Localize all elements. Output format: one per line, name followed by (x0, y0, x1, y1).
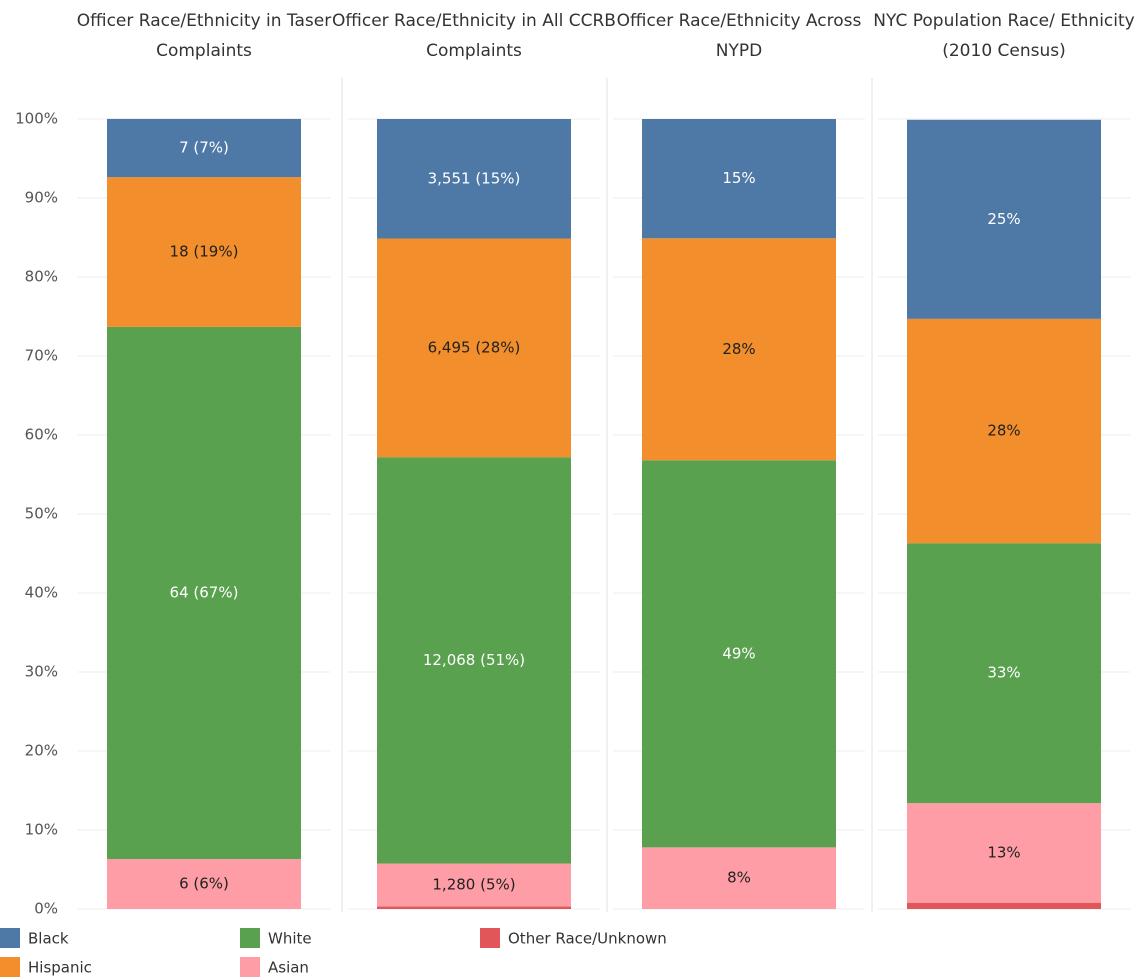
value-label: 12,068 (51%) (423, 651, 525, 669)
legend-swatch (0, 957, 20, 977)
value-label: 8% (727, 869, 751, 887)
bar-segment (642, 460, 836, 848)
value-label: 15% (722, 169, 755, 187)
value-label: 18 (19%) (170, 242, 239, 260)
bar-segment (907, 803, 1101, 903)
value-label: 25% (987, 210, 1020, 228)
y-tick-label: 40% (25, 584, 58, 602)
bar-segment (907, 318, 1101, 544)
value-label: 13% (987, 843, 1020, 861)
y-tick-label: 50% (25, 505, 58, 523)
panel-title: Officer Race/Ethnicity Across NYPD (616, 11, 862, 61)
bar-segment (107, 177, 301, 327)
value-label: 3,551 (15%) (428, 169, 521, 187)
bar-segment (377, 906, 571, 909)
bar-segment (377, 457, 571, 864)
panel-title: Officer Race/Ethnicity in Taser Complain… (76, 11, 332, 61)
legend-swatch (240, 928, 260, 948)
panel-title: NYC Population Race/ Ethnicity (2010 Cen… (873, 11, 1135, 61)
legend-label: Black (28, 930, 69, 948)
bar-segment (907, 543, 1101, 804)
legend-label: White (268, 930, 312, 948)
y-tick-label: 80% (25, 268, 58, 286)
bar-segment (907, 902, 1101, 909)
bar-segment (107, 118, 301, 178)
legend-label: Other Race/Unknown (508, 930, 667, 948)
legend-label: Hispanic (28, 959, 92, 977)
y-tick-label: 90% (25, 189, 58, 207)
y-tick-label: 10% (25, 821, 58, 839)
legend-swatch (240, 957, 260, 977)
y-tick-label: 0% (34, 900, 58, 918)
bar-segment (107, 859, 301, 909)
value-label: 28% (987, 422, 1020, 440)
value-label: 64 (67%) (170, 583, 239, 601)
bar-segment (642, 119, 836, 239)
value-label: 49% (722, 644, 755, 662)
value-label: 28% (722, 340, 755, 358)
value-label: 6,495 (28%) (428, 338, 521, 356)
legend-swatch (480, 928, 500, 948)
bar-segment (377, 863, 571, 907)
bar-segment (642, 238, 836, 461)
bar-segment (642, 847, 836, 909)
value-label: 6 (6%) (179, 875, 229, 893)
y-tick-label: 70% (25, 347, 58, 365)
legend-label: Asian (268, 959, 309, 977)
y-tick-label: 60% (25, 426, 58, 444)
bar-segment (377, 238, 571, 458)
bar-segment (377, 119, 571, 239)
bar-segment (107, 326, 301, 860)
value-label: 33% (987, 664, 1020, 682)
y-tick-label: 30% (25, 663, 58, 681)
value-label: 7 (7%) (179, 139, 229, 157)
y-tick-label: 100% (15, 110, 58, 128)
panel-title: Officer Race/Ethnicity in All CCRB Compl… (332, 11, 616, 61)
value-label: 1,280 (5%) (432, 876, 515, 894)
legend-swatch (0, 928, 20, 948)
bar-segment (907, 119, 1101, 319)
y-tick-label: 20% (25, 742, 58, 760)
